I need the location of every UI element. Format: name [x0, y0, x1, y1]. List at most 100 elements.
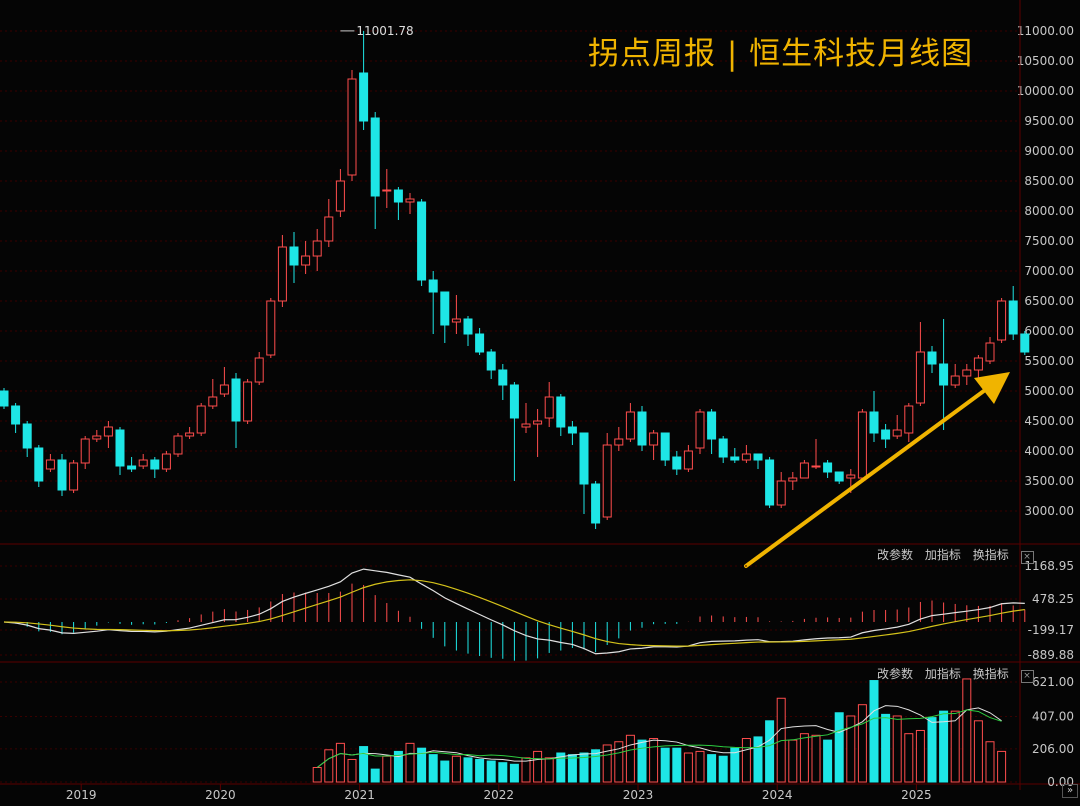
volume-bar: [625, 734, 635, 783]
switch-indicator-button[interactable]: 换指标: [972, 667, 1009, 681]
volume-bar: [869, 680, 879, 783]
add-indicator-button[interactable]: 加指标: [924, 667, 961, 681]
candle-body: [498, 369, 508, 386]
volume-tick-label: 621.00: [1032, 675, 1074, 689]
candle-body: [788, 477, 798, 482]
volume-bar: [428, 754, 438, 783]
volume-bar: [475, 758, 485, 783]
candle-body: [22, 423, 32, 449]
candle-body: [1008, 300, 1018, 335]
volume-bar: [660, 747, 670, 783]
volume-bar: [892, 715, 902, 783]
price-tick-label: 3000.00: [1024, 504, 1074, 518]
candle-body: [393, 189, 403, 203]
x-axis-year-label: 2021: [344, 788, 375, 802]
price-tick-label: 4000.00: [1024, 444, 1074, 458]
candle-body: [892, 429, 902, 437]
candle-body: [219, 384, 229, 395]
volume-bar: [846, 715, 856, 783]
volume-bar: [962, 678, 972, 783]
candle-body: [823, 462, 833, 473]
volume-bar: [904, 733, 914, 783]
price-tick-label: 6500.00: [1024, 294, 1074, 308]
volume-bar: [382, 755, 392, 783]
candle-body: [266, 300, 276, 356]
candle-body: [765, 459, 775, 506]
switch-indicator-button[interactable]: 换指标: [972, 548, 1009, 562]
volume-bar: [753, 736, 763, 783]
candle-body: [950, 375, 960, 386]
chart-title: 拐点周报 | 恒生科技月线图: [588, 36, 974, 72]
volume-bar: [498, 762, 508, 783]
price-tick-label: 8500.00: [1024, 174, 1074, 188]
x-axis-year-label: 2025: [901, 788, 932, 802]
candle-body: [846, 474, 856, 479]
candle-body: [115, 429, 125, 467]
candle-body: [695, 411, 705, 449]
price-tick-label: 5000.00: [1024, 384, 1074, 398]
candle-body: [672, 456, 682, 470]
volume-bar: [649, 738, 659, 783]
close-icon[interactable]: ×: [1020, 551, 1034, 564]
candle-body: [973, 357, 983, 371]
candle-body: [254, 357, 264, 383]
volume-bar: [405, 742, 415, 783]
dea-line: [3, 579, 1025, 647]
candle-body: [451, 318, 461, 323]
volume-bar: [788, 739, 798, 783]
candle-body: [208, 396, 218, 407]
candle-body: [962, 369, 972, 377]
candle-body: [799, 462, 809, 479]
candle-body: [161, 453, 171, 470]
candle-body: [718, 438, 728, 458]
candle-body: [544, 396, 554, 419]
modify-params-button[interactable]: 改参数: [877, 667, 914, 681]
volume-bar: [834, 712, 844, 783]
volume-bar: [765, 720, 775, 783]
candle-body: [997, 300, 1007, 341]
candle-body: [417, 201, 427, 281]
candle-body: [405, 198, 415, 203]
volume-bar: [335, 742, 345, 783]
candle-body: [312, 240, 322, 257]
candle-body: [301, 255, 311, 266]
candle-body: [1020, 333, 1030, 353]
volume-bar: [347, 758, 357, 783]
volume-bar: [463, 757, 473, 783]
macd-tick-label: 1168.95: [1024, 559, 1074, 573]
volume-bar: [799, 733, 809, 783]
macd-tick-label: -199.17: [1028, 623, 1074, 637]
price-tick-label: 5500.00: [1024, 354, 1074, 368]
candle-body: [289, 246, 299, 266]
close-icon[interactable]: ×: [1020, 670, 1034, 683]
volume-bar: [637, 739, 647, 783]
candle-body: [753, 453, 763, 461]
x-axis-year-label: 2022: [484, 788, 515, 802]
candle-body: [324, 216, 334, 242]
candle-body: [776, 480, 786, 506]
candle-body: [509, 384, 519, 419]
scroll-right-icon[interactable]: »: [1062, 784, 1078, 798]
candle-body: [463, 318, 473, 335]
modify-params-button[interactable]: 改参数: [877, 548, 914, 562]
candle-body: [683, 450, 693, 470]
add-indicator-button[interactable]: 加指标: [924, 548, 961, 562]
candle-body: [57, 459, 67, 491]
candle-body: [347, 78, 357, 176]
volume-bar: [567, 754, 577, 783]
high-value-label: 11001.78: [356, 24, 413, 38]
candle-body: [533, 420, 543, 425]
candle-body: [0, 390, 9, 407]
price-tick-label: 7500.00: [1024, 234, 1074, 248]
x-axis-year-label: 2024: [762, 788, 793, 802]
volume-bar: [509, 763, 519, 783]
candle-body: [127, 465, 137, 470]
candle-body: [45, 459, 55, 470]
macd-tick-label: -889.88: [1028, 648, 1074, 662]
candle-body: [69, 462, 79, 491]
volume-bar: [950, 710, 960, 783]
volume-bar: [417, 747, 427, 783]
price-tick-label: 9500.00: [1024, 114, 1074, 128]
candle-body: [486, 351, 496, 371]
